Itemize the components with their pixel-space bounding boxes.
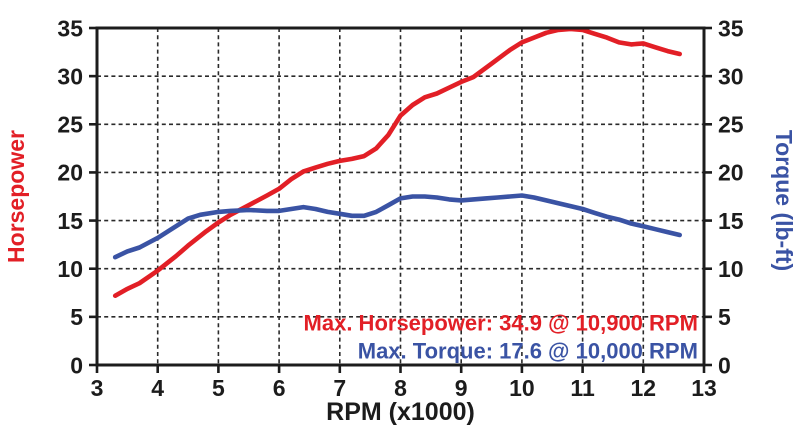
x-tick-label-10: 10: [509, 375, 535, 401]
annotation-max-torque: Max. Torque: 17.6 @ 10,000 RPM: [358, 338, 698, 363]
right-tick-label-35: 35: [718, 15, 744, 41]
right-tick-label-10: 10: [718, 256, 744, 282]
horsepower-curve: [112, 26, 683, 299]
x-tick-label-3: 3: [91, 375, 104, 401]
right-tick-label-15: 15: [718, 208, 744, 234]
x-tick-label-13: 13: [691, 375, 717, 401]
left-tick-label-30: 30: [57, 63, 83, 89]
left-axis-title: Horsepower: [3, 130, 29, 263]
right-axis-title: Torque (lb-ft): [771, 130, 797, 271]
left-tick-label-15: 15: [57, 208, 83, 234]
right-tick-label-20: 20: [718, 160, 744, 186]
x-tick-label-6: 6: [273, 375, 286, 401]
x-tick-label-9: 9: [455, 375, 468, 401]
right-tick-label-25: 25: [718, 112, 744, 138]
left-tick-label-10: 10: [57, 256, 83, 282]
x-tick-label-12: 12: [631, 375, 657, 401]
left-tick-label-5: 5: [70, 304, 83, 330]
torque-curve: [112, 193, 683, 260]
left-tick-label-35: 35: [57, 15, 83, 41]
x-axis-title: RPM (x1000): [326, 398, 475, 426]
right-tick-label-0: 0: [718, 352, 731, 378]
annotation-max-horsepower: Max. Horsepower: 34.9 @ 10,900 RPM: [304, 310, 698, 335]
right-tick-label-5: 5: [718, 304, 731, 330]
x-tick-label-4: 4: [151, 375, 164, 401]
x-tick-label-5: 5: [212, 375, 225, 401]
right-tick-label-30: 30: [718, 63, 744, 89]
left-tick-label-25: 25: [57, 112, 83, 138]
left-tick-label-0: 0: [70, 352, 83, 378]
x-tick-label-8: 8: [394, 375, 407, 401]
x-tick-label-7: 7: [333, 375, 346, 401]
left-tick-label-20: 20: [57, 160, 83, 186]
x-tick-label-11: 11: [570, 375, 595, 401]
